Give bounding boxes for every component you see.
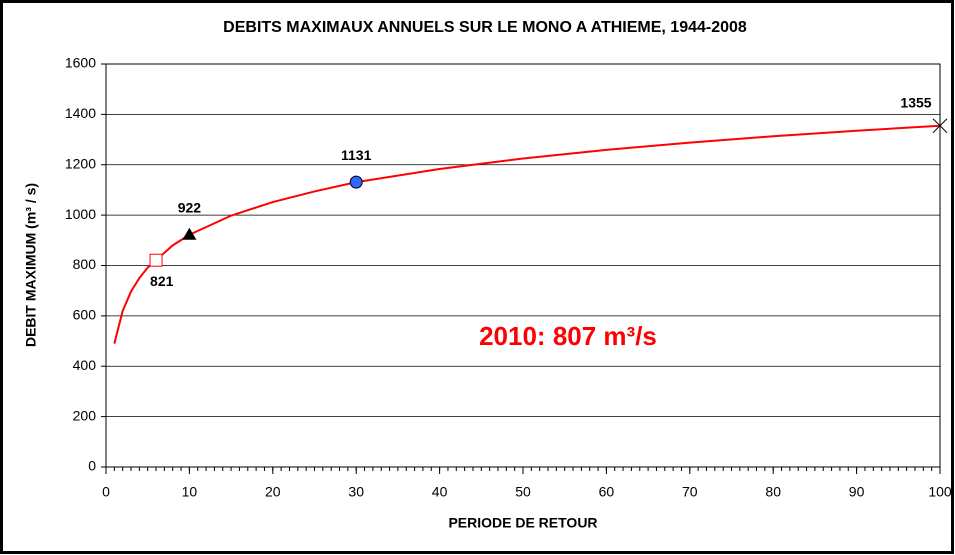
x-tick-label: 80 — [765, 484, 781, 500]
x-axis-label: PERIODE DE RETOUR — [448, 515, 597, 531]
y-tick-label: 1600 — [65, 55, 96, 71]
y-tick-label: 1200 — [65, 155, 96, 171]
marker — [182, 227, 197, 240]
x-tick-label: 0 — [102, 484, 110, 500]
y-tick-label: 400 — [73, 357, 97, 373]
y-tick-label: 1000 — [65, 206, 96, 222]
marker — [149, 253, 163, 267]
y-tick-label: 1400 — [65, 105, 96, 121]
x-tick-label: 90 — [849, 484, 865, 500]
x-tick-label: 40 — [432, 484, 448, 500]
chart-title: DEBITS MAXIMAUX ANNUELS SUR LE MONO A AT… — [223, 19, 747, 36]
y-tick-label: 0 — [88, 458, 96, 474]
marker — [349, 175, 363, 189]
y-axis-label: DEBIT MAXIMUM (m³ / s) — [23, 183, 39, 347]
data-label: 1355 — [900, 94, 931, 110]
line — [113, 124, 941, 344]
marker — [932, 116, 948, 135]
x-tick-label: 10 — [182, 484, 198, 500]
x-tick-label: 20 — [265, 484, 281, 500]
y-tick-label: 200 — [73, 407, 97, 423]
x-tick-label: 30 — [348, 484, 364, 500]
x-tick-label: 60 — [599, 484, 615, 500]
y-tick-label: 600 — [73, 307, 97, 323]
x-tick-label: 50 — [515, 484, 531, 500]
data-label: 821 — [150, 273, 174, 289]
data-label: 922 — [178, 199, 202, 215]
x-tick-label: 100 — [928, 484, 952, 500]
annotation: 2010: 807 m³/s — [479, 321, 657, 351]
data-label: 1131 — [341, 147, 372, 163]
x-tick-label: 70 — [682, 484, 698, 500]
y-tick-label: 800 — [73, 256, 97, 272]
